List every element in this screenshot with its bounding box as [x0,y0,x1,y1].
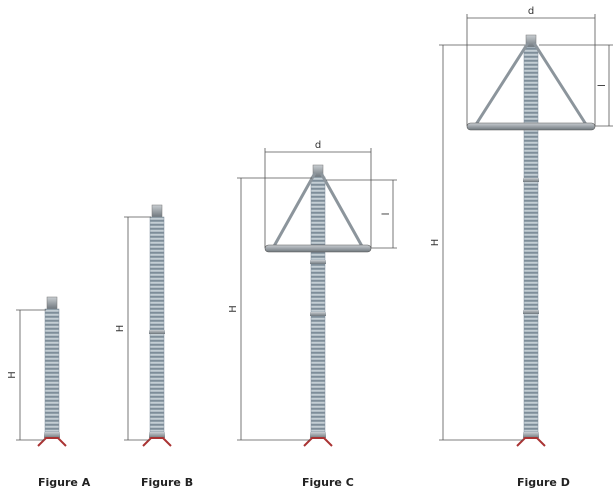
top-fitting [46,296,58,310]
d-ext-lines [466,14,596,126]
l-label: l [381,213,392,216]
h-ext-lines [237,177,312,441]
joint-flange [523,178,539,182]
base-feet [516,437,546,447]
h-label: H [115,325,126,333]
d-label: d [528,6,534,17]
figure-caption: Figure B [141,476,193,489]
l-ext-lines [326,179,397,249]
l-ext-lines [539,44,613,127]
base-feet [142,437,172,447]
ring-struts [473,42,589,127]
shed-stack [149,216,165,433]
base-feet [303,437,333,447]
d-label: d [315,140,321,151]
d-ext-lines [264,148,372,248]
joint-flange [149,330,165,334]
joint-flange [310,312,326,316]
ring-struts [271,172,365,249]
insulator-figure: d l H Figure D [430,6,613,489]
base-fitting [523,432,539,438]
h-ext-lines [439,44,525,441]
h-label: H [430,239,441,247]
h-ext-lines [124,216,151,441]
insulator-figure: H Figure A [7,296,91,489]
joint-flange [523,310,539,314]
h-label: H [7,371,18,379]
l-label: l [597,84,608,87]
h-label: H [228,305,239,313]
base-fitting [44,432,60,438]
insulator-figure: H Figure B [115,204,193,489]
figure-caption: Figure A [38,476,91,489]
h-ext-lines [16,309,46,441]
shed-stack [44,308,60,433]
top-fitting [151,204,163,218]
insulator-figure: d l H Figure C [228,140,397,489]
shed-stack [310,176,326,433]
base-fitting [149,432,165,438]
shed-stack [523,46,539,433]
base-feet [37,437,67,447]
grading-ring [466,122,596,131]
grading-ring [264,244,372,253]
base-fitting [310,432,326,438]
figure-caption: Figure D [517,476,570,489]
joint-flange [310,260,326,264]
figure-caption: Figure C [302,476,354,489]
